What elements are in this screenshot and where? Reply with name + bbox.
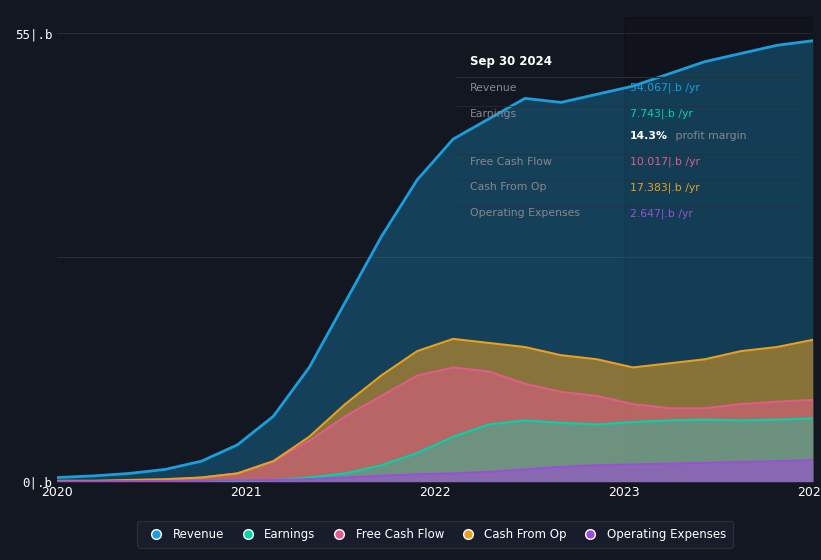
Text: 10.017|.b /yr: 10.017|.b /yr bbox=[631, 157, 700, 167]
Text: Cash From Op: Cash From Op bbox=[470, 183, 546, 193]
Text: 54.067|.b /yr: 54.067|.b /yr bbox=[631, 83, 700, 93]
Text: 14.3%: 14.3% bbox=[631, 130, 668, 141]
Text: profit margin: profit margin bbox=[672, 130, 746, 141]
Text: Operating Expenses: Operating Expenses bbox=[470, 208, 580, 218]
Text: Earnings: Earnings bbox=[470, 109, 516, 119]
Text: 2.647|.b /yr: 2.647|.b /yr bbox=[631, 208, 693, 219]
Legend: Revenue, Earnings, Free Cash Flow, Cash From Op, Operating Expenses: Revenue, Earnings, Free Cash Flow, Cash … bbox=[137, 521, 733, 548]
Text: Sep 30 2024: Sep 30 2024 bbox=[470, 55, 552, 68]
Text: Revenue: Revenue bbox=[470, 83, 517, 92]
Bar bbox=[624, 17, 813, 482]
Text: 17.383|.b /yr: 17.383|.b /yr bbox=[631, 183, 699, 193]
Text: Free Cash Flow: Free Cash Flow bbox=[470, 157, 552, 166]
Text: 7.743|.b /yr: 7.743|.b /yr bbox=[631, 109, 693, 119]
